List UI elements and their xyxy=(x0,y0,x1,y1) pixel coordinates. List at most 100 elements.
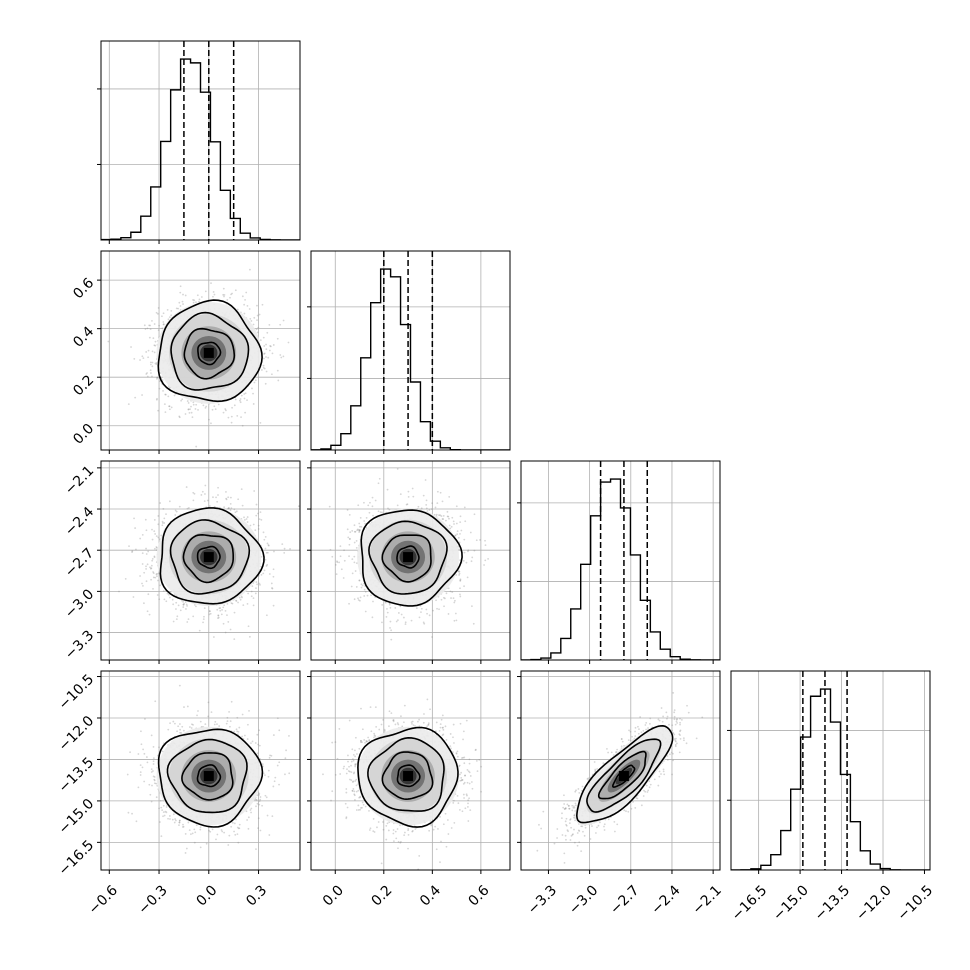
scatter-point xyxy=(212,295,214,298)
scatter-point xyxy=(161,379,164,381)
scatter-point xyxy=(213,405,216,408)
scatter-point xyxy=(154,344,157,347)
scatter-point xyxy=(246,521,249,523)
scatter-point xyxy=(204,406,207,409)
scatter-point xyxy=(204,493,206,495)
scatter-point xyxy=(229,628,232,631)
scatter-point xyxy=(448,524,451,527)
scatter-point xyxy=(262,572,265,575)
scatter-point xyxy=(155,362,158,364)
scatter-point xyxy=(265,343,267,346)
scatter-point xyxy=(178,416,181,419)
scatter-point xyxy=(212,636,215,638)
scatter-point xyxy=(151,350,154,353)
scatter-point xyxy=(225,497,228,500)
scatter-point xyxy=(256,304,258,307)
scatter-point xyxy=(141,534,144,536)
scatter-point xyxy=(266,563,269,566)
histogram-bin xyxy=(391,277,401,450)
scatter-point xyxy=(244,298,246,301)
scatter-point xyxy=(191,416,194,419)
scatter-point xyxy=(145,547,147,550)
scatter-point xyxy=(243,303,246,306)
scatter-point xyxy=(164,411,167,414)
scatter-point xyxy=(145,529,148,532)
scatter-point xyxy=(208,610,211,613)
scatter-point xyxy=(452,597,455,600)
scatter-point xyxy=(244,392,247,395)
scatter-point xyxy=(276,369,279,372)
scatter-point xyxy=(467,550,469,553)
scatter-point xyxy=(172,620,175,623)
histogram-bin xyxy=(210,142,220,240)
scatter-point xyxy=(412,495,415,498)
scatter-point xyxy=(153,344,156,347)
scatter-point xyxy=(211,408,214,411)
scatter-point xyxy=(259,421,262,424)
scatter-point xyxy=(256,331,259,334)
scatter-point xyxy=(254,529,257,531)
scatter-point xyxy=(239,401,242,404)
scatter-point xyxy=(156,575,158,578)
scatter-point xyxy=(152,576,155,579)
scatter-point xyxy=(225,498,228,501)
scatter-point xyxy=(186,400,189,402)
scatter-point xyxy=(262,366,265,369)
histogram-bin xyxy=(371,303,381,450)
scatter-point xyxy=(150,564,153,567)
scatter-point xyxy=(151,558,154,560)
contour-line xyxy=(170,311,250,391)
pair-panel-2 xyxy=(307,460,511,664)
scatter-point xyxy=(170,314,173,317)
scatter-point xyxy=(208,613,211,616)
scatter-point xyxy=(453,619,456,622)
scatter-point xyxy=(147,349,150,352)
scatter-point xyxy=(141,394,143,396)
histogram-bin xyxy=(191,63,201,240)
scatter-point xyxy=(224,609,227,612)
scatter-point xyxy=(153,547,156,550)
histogram-bin xyxy=(650,632,660,660)
scatter-point xyxy=(192,615,195,618)
scatter-point xyxy=(248,635,251,638)
scatter-point xyxy=(272,344,275,346)
scatter-point xyxy=(165,513,167,516)
scatter-point xyxy=(185,486,188,488)
scatter-point xyxy=(217,486,219,489)
scatter-point xyxy=(171,598,174,601)
scatter-point xyxy=(159,502,162,504)
scatter-point xyxy=(144,328,147,330)
scatter-point xyxy=(257,512,259,515)
scatter-point xyxy=(229,509,232,512)
contour-line xyxy=(196,545,221,570)
contour-lines xyxy=(157,299,263,403)
scatter-point xyxy=(153,556,156,559)
scatter-point xyxy=(186,507,189,510)
scatter-point xyxy=(267,356,270,359)
scatter-point xyxy=(155,546,158,548)
scatter-point xyxy=(270,582,273,585)
scatter-point xyxy=(455,619,458,622)
scatter-point xyxy=(252,403,255,405)
scatter-point xyxy=(149,328,152,331)
scatter-point xyxy=(177,604,180,607)
scatter-point xyxy=(157,329,160,332)
scatter-point xyxy=(154,533,157,535)
scatter-point xyxy=(148,336,151,339)
histogram-bin xyxy=(850,822,860,870)
scatter-point xyxy=(195,605,197,608)
scatter-point xyxy=(257,528,260,530)
histogram-panel-2 xyxy=(517,460,721,664)
scatter-point xyxy=(185,608,187,610)
scatter-point xyxy=(150,578,153,581)
density-peak xyxy=(203,347,214,358)
scatter-point xyxy=(152,571,154,573)
scatter-point xyxy=(183,602,186,605)
scatter-point xyxy=(256,319,258,322)
scatter-point xyxy=(219,609,222,612)
scatter-point xyxy=(250,590,253,593)
scatter-point xyxy=(220,613,223,616)
scatter-point xyxy=(247,592,250,595)
scatter-point xyxy=(357,599,360,601)
scatter-point xyxy=(263,357,265,360)
